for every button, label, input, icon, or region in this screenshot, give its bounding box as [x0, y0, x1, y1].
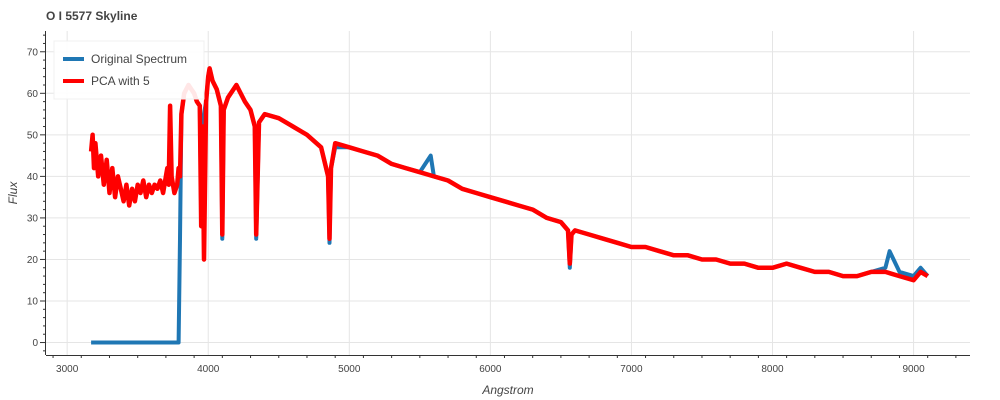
- chart-title: O I 5577 Skyline: [46, 9, 138, 23]
- y-tick-label: 0: [32, 338, 38, 349]
- x-tick-label: 9000: [902, 364, 925, 375]
- y-axis-label: Flux: [6, 181, 20, 205]
- y-tick-label: 10: [27, 297, 39, 308]
- y-tick-label: 70: [27, 47, 39, 58]
- series-line-2: [88, 66, 929, 283]
- grid-layer: [46, 31, 970, 355]
- x-tick-label: 5000: [338, 364, 361, 375]
- x-tick-label: 4000: [197, 364, 220, 375]
- x-tick-label: 7000: [620, 364, 643, 375]
- y-tick-label: 20: [27, 255, 39, 266]
- legend-box: [53, 40, 205, 100]
- x-tick-label: 8000: [761, 364, 784, 375]
- y-tick-label: 60: [27, 89, 39, 100]
- y-tick-label: 30: [27, 213, 39, 224]
- legend-label-2: PCA with 5: [91, 74, 150, 88]
- y-tick-label: 40: [27, 172, 39, 183]
- x-tick-label: 6000: [479, 364, 502, 375]
- legend-label-1: Original Spectrum: [91, 52, 187, 66]
- x-tick-label: 3000: [56, 364, 79, 375]
- x-axis-label: Angstrom: [481, 383, 533, 397]
- series-layer: [88, 66, 930, 345]
- axes-layer: 3000 4000 5000 6000 7000 8000 9000 0 10 20 30 40 50 6…: [27, 31, 970, 375]
- y-tick-label: 50: [27, 130, 39, 141]
- legend: Original Spectrum PCA with 5: [53, 40, 205, 100]
